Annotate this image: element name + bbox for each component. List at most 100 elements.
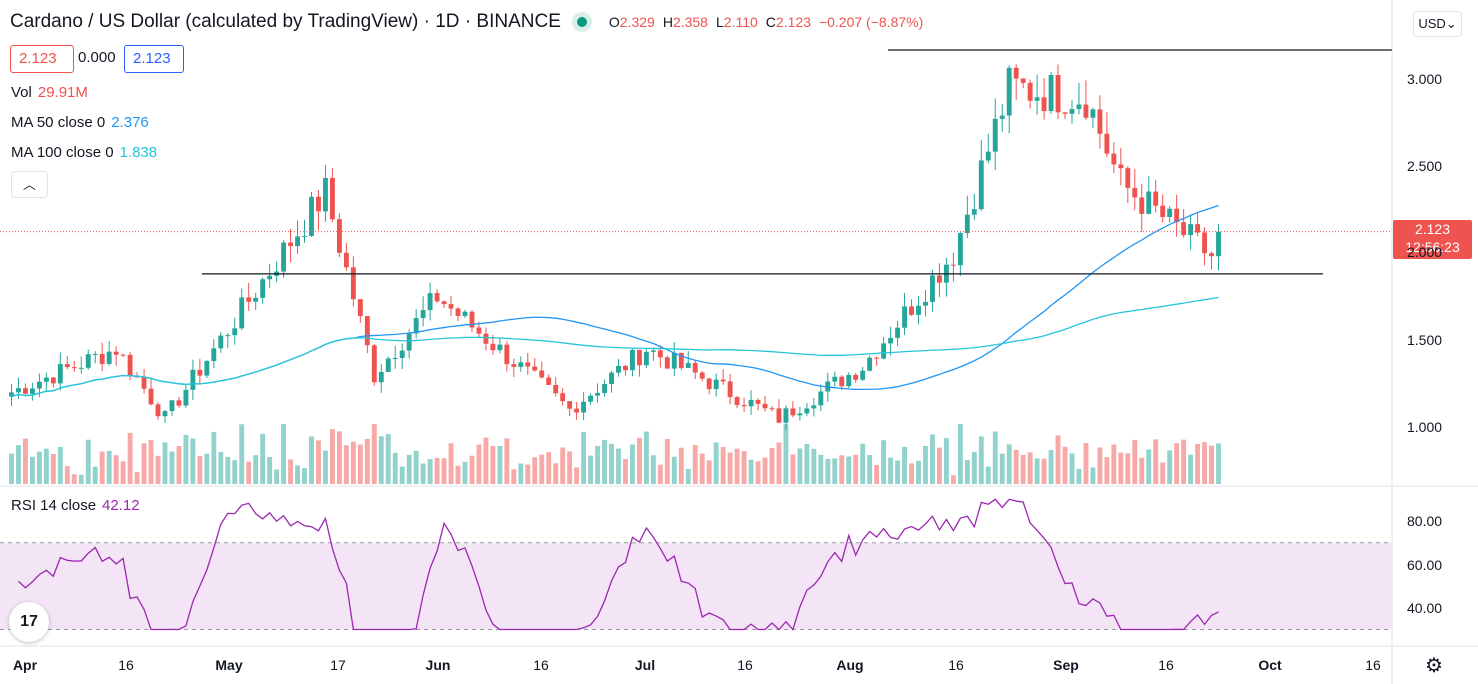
market-status-icon — [576, 17, 587, 27]
candle — [232, 328, 238, 336]
candle — [930, 275, 935, 302]
volume-bar — [120, 461, 126, 484]
candle — [64, 364, 70, 368]
candle — [992, 118, 998, 152]
candle — [316, 196, 321, 212]
collapse-legend-button[interactable]: ︿ — [11, 171, 48, 198]
candle — [734, 397, 740, 406]
candle — [462, 311, 468, 316]
candle — [1013, 67, 1019, 79]
candle — [343, 252, 349, 268]
price-axis-label: 2.500 — [1407, 158, 1443, 174]
currency-select[interactable]: USD⌄ — [1413, 11, 1462, 37]
candle — [964, 214, 970, 234]
candle — [902, 306, 907, 328]
candle — [1034, 97, 1040, 101]
volume-bar — [99, 451, 105, 484]
legend-ma50[interactable]: MA 50 close 0 2.376 — [11, 114, 149, 131]
candle — [553, 384, 559, 394]
volume-bar — [574, 467, 580, 484]
volume-bar — [218, 451, 224, 484]
candle — [706, 378, 712, 390]
candle — [567, 401, 573, 409]
ohlc-value: 2.358 — [672, 14, 708, 30]
volume-bar — [511, 469, 517, 484]
legend-ma100-label: MA 100 close 0 — [11, 144, 114, 161]
candle — [643, 351, 649, 366]
symbol-title[interactable]: Cardano / US Dollar (calculated by Tradi… — [10, 11, 561, 32]
last-price-tag: 2.123 12:56:23 — [1393, 220, 1472, 259]
volume-bar — [427, 459, 433, 484]
volume-bar — [232, 460, 238, 484]
volume-bar — [71, 474, 77, 484]
volume-bar — [881, 440, 887, 484]
legend-ma50-value: 2.376 — [111, 114, 149, 131]
candle — [602, 384, 607, 393]
volume-bar — [267, 457, 273, 484]
candle — [434, 293, 440, 302]
volume-bar — [657, 464, 663, 484]
volume-bar — [385, 434, 391, 484]
volume-bar — [602, 439, 607, 484]
volume-bar — [448, 443, 454, 484]
candle — [1111, 153, 1117, 165]
volume-bar — [811, 448, 817, 484]
price-axis-label: 3.000 — [1407, 71, 1443, 87]
candle — [811, 405, 817, 409]
legend-ma100[interactable]: MA 100 close 0 1.838 — [11, 144, 157, 161]
candle — [1174, 208, 1180, 223]
candle — [657, 350, 663, 358]
volume-bar — [462, 461, 468, 484]
candle — [678, 352, 684, 368]
candle — [650, 350, 656, 352]
candle — [148, 388, 154, 405]
candle — [120, 354, 126, 356]
volume-bar — [1174, 443, 1180, 484]
volume-bar — [36, 451, 42, 484]
volume-bar — [78, 474, 84, 484]
volume-bar — [504, 438, 510, 484]
volume-bar — [706, 460, 712, 484]
volume-bar — [371, 424, 377, 484]
volume-bar — [378, 436, 384, 484]
buy-price-box[interactable]: 2.123 — [124, 45, 184, 73]
ohlc-key: L — [715, 14, 724, 30]
candle — [790, 408, 796, 416]
gear-icon[interactable]: ⚙ — [1425, 655, 1443, 677]
volume-bar — [609, 443, 614, 484]
candle — [511, 364, 517, 367]
candle — [1118, 164, 1124, 169]
volume-bar — [950, 475, 956, 484]
volume-bar — [1041, 458, 1047, 484]
candle — [371, 345, 377, 383]
chevron-up-icon: ︿ — [22, 177, 36, 192]
volume-bar — [183, 434, 189, 484]
volume-bar — [155, 455, 161, 484]
last-price-value: 2.123 — [1414, 221, 1451, 237]
candle — [895, 327, 901, 338]
time-axis-label: Sep — [1053, 657, 1079, 673]
volume-bar — [127, 432, 133, 484]
legend-ma50-label: MA 50 close 0 — [11, 114, 106, 131]
candle — [623, 365, 628, 371]
legend-rsi[interactable]: RSI 14 close 42.12 — [11, 497, 140, 514]
candle — [385, 358, 391, 372]
volume-bar — [1181, 439, 1187, 484]
candle — [239, 297, 245, 329]
candle — [1160, 205, 1166, 217]
volume-bar — [1216, 443, 1221, 484]
candle — [295, 236, 300, 247]
volume-bar — [288, 459, 294, 484]
time-axis-label: 16 — [1158, 657, 1174, 673]
candle — [225, 335, 231, 337]
candle — [357, 299, 363, 317]
candle — [839, 376, 845, 387]
volume-bar — [57, 446, 63, 484]
candle — [323, 177, 328, 212]
volume-bar — [1048, 450, 1054, 484]
volume-bar — [1020, 454, 1026, 484]
tradingview-logo-icon[interactable]: 17 — [9, 602, 49, 642]
legend-volume[interactable]: Vol 29.91M — [11, 84, 88, 101]
sell-price-box[interactable]: 2.123 — [10, 45, 74, 73]
